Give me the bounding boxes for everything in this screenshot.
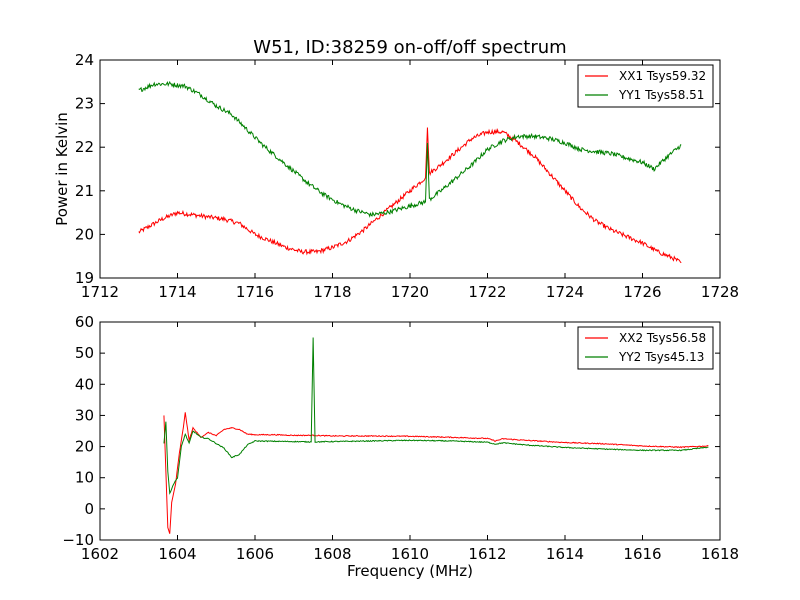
top-legend: XX1 Tsys59.32 YY1 Tsys58.51 — [577, 64, 714, 108]
top-y-tick-label: 21 — [75, 182, 94, 200]
bottom-axes: 1602 1604 1606 1608 1610 1612 1614 1616 1618 −10 0… — [62, 313, 739, 580]
legend-label-xx2: XX2 Tsys56.58 — [619, 331, 706, 345]
bottom-y-tick-label: 0 — [84, 500, 94, 518]
top-legend-box — [577, 64, 714, 108]
top-x-tick-label: 1722 — [468, 283, 506, 301]
top-y-tick-label: 24 — [75, 51, 94, 69]
bottom-y-tick-label: 20 — [75, 438, 94, 456]
bottom-x-tick-label: 1616 — [623, 545, 661, 563]
top-x-tick-label: 1714 — [158, 283, 196, 301]
top-x-tick-label: 1720 — [391, 283, 429, 301]
bottom-x-tick-label: 1606 — [236, 545, 274, 563]
bottom-y-tick-label: 60 — [75, 313, 94, 331]
top-x-tick-label: 1712 — [81, 283, 119, 301]
top-x-tick-label: 1718 — [313, 283, 351, 301]
top-series-line-1 — [138, 80, 682, 218]
bottom-x-tick-label: 1604 — [158, 545, 196, 563]
bottom-x-tick-label: 1612 — [468, 545, 506, 563]
bottom-series-line-0 — [163, 412, 709, 534]
bottom-x-tick-label: 1618 — [701, 545, 739, 563]
top-y-tick-label: 19 — [75, 269, 94, 287]
top-y-tick-label: 20 — [75, 225, 94, 243]
top-x-tick-label: 1716 — [236, 283, 274, 301]
bottom-x-tick-label: 1610 — [391, 545, 429, 563]
bottom-series-group — [163, 337, 709, 534]
bottom-legend-box — [577, 326, 714, 370]
bottom-legend: XX2 Tsys56.58 YY2 Tsys45.13 — [577, 326, 714, 370]
bottom-y-tick-label: 50 — [75, 344, 94, 362]
top-x-tick-label: 1726 — [623, 283, 661, 301]
top-y-tick-label: 22 — [75, 138, 94, 156]
bottom-y-tick-label: 10 — [75, 469, 94, 487]
legend-label-yy1: YY1 Tsys58.51 — [618, 88, 704, 102]
chart-title: W51, ID:38259 on-off/off spectrum — [253, 37, 566, 58]
top-x-tick-label: 1728 — [701, 283, 739, 301]
top-series-line-0 — [138, 127, 682, 264]
bottom-y-tick-label: 40 — [75, 375, 94, 393]
legend-label-xx1: XX1 Tsys59.32 — [619, 69, 706, 83]
legend-label-yy2: YY2 Tsys45.13 — [618, 350, 704, 364]
bottom-y-tick-label: −10 — [62, 531, 94, 549]
top-y-tick-label: 23 — [75, 95, 94, 113]
bottom-ticks-group: 1602 1604 1606 1608 1610 1612 1614 1616 1618 −10 0… — [62, 313, 739, 563]
bottom-x-tick-label: 1608 — [313, 545, 351, 563]
top-ticks-group: 1712 1714 1716 1718 1720 1722 1724 1726 1728 19 20… — [75, 51, 739, 301]
bottom-series-line-1 — [163, 337, 709, 495]
top-x-tick-label: 1724 — [546, 283, 584, 301]
bottom-x-tick-label: 1614 — [546, 545, 584, 563]
top-axes: 1712 1714 1716 1718 1720 1722 1724 1726 1728 19 20… — [53, 51, 739, 301]
bottom-x-tick-label: 1602 — [81, 545, 119, 563]
bottom-y-tick-label: 30 — [75, 406, 94, 424]
top-series-group — [138, 80, 682, 264]
top-y-axis-label: Power in Kelvin — [53, 112, 71, 226]
x-axis-label: Frequency (MHz) — [347, 562, 473, 580]
